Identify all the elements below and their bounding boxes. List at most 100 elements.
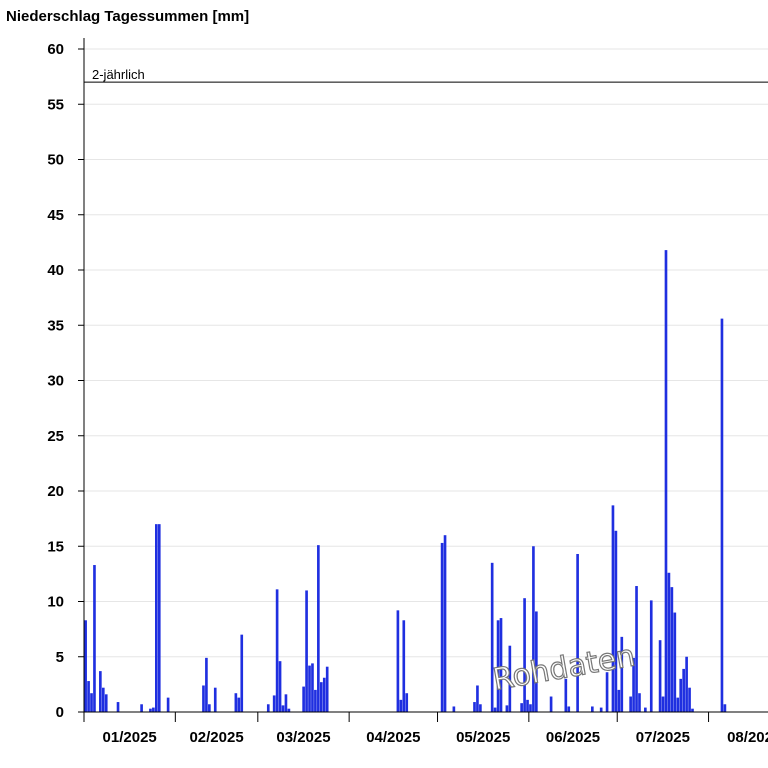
bar <box>723 704 727 712</box>
bar <box>287 708 291 712</box>
bar <box>166 697 170 712</box>
bar <box>685 656 688 712</box>
x-tick-label: 01/2025 <box>103 729 157 746</box>
bar <box>490 562 494 712</box>
bar <box>84 620 87 712</box>
bar <box>149 708 152 712</box>
reference-line-group: 2-jährlich <box>84 67 768 83</box>
y-tick-label: 30 <box>47 373 64 390</box>
bar <box>116 702 120 712</box>
bar <box>673 612 677 712</box>
bar <box>202 685 205 712</box>
bar <box>213 687 217 712</box>
bar <box>237 697 241 712</box>
x-tick-label: 06/2025 <box>546 729 600 746</box>
bar <box>549 696 553 712</box>
bar <box>535 611 538 712</box>
x-tick-label: 03/2025 <box>276 729 330 746</box>
y-tick-label: 60 <box>47 41 64 58</box>
bars <box>84 250 727 713</box>
bar <box>496 620 500 712</box>
bar <box>529 704 532 712</box>
bar <box>617 689 621 712</box>
bar <box>676 697 680 712</box>
bar <box>402 620 406 712</box>
x-tick-label: 08/2025 <box>727 729 768 746</box>
bar <box>305 590 308 712</box>
bar <box>679 678 683 712</box>
bar <box>278 661 282 712</box>
bar <box>691 708 694 712</box>
bar <box>240 634 244 712</box>
bar <box>564 678 568 712</box>
y-tick-label: 50 <box>47 152 64 169</box>
x-tick-label: 04/2025 <box>366 729 420 746</box>
chart-title: Niederschlag Tagessummen [mm] <box>6 8 250 25</box>
bar <box>720 318 724 712</box>
x-tick-label: 07/2025 <box>636 729 690 746</box>
bar <box>284 694 288 712</box>
y-tick-label: 10 <box>47 594 64 611</box>
bar <box>629 696 632 712</box>
x-tick-label: 02/2025 <box>189 729 243 746</box>
bar <box>396 610 400 712</box>
bar <box>311 663 314 712</box>
bar <box>688 687 691 712</box>
bar <box>440 542 444 712</box>
x-tick-label: 05/2025 <box>456 729 510 746</box>
bar <box>620 636 624 712</box>
bar <box>208 704 211 712</box>
y-tick-label: 40 <box>47 262 64 279</box>
bar <box>443 535 447 712</box>
bar <box>317 545 320 712</box>
y-tick-label: 5 <box>56 649 64 666</box>
bar <box>532 546 535 712</box>
bar <box>599 707 603 712</box>
bar <box>325 666 329 712</box>
gridlines <box>84 48 768 658</box>
bar <box>505 705 509 712</box>
bar <box>281 705 285 712</box>
bar <box>405 693 409 712</box>
bar <box>661 696 665 712</box>
bar <box>670 587 674 712</box>
bar <box>658 640 662 712</box>
bar <box>638 693 641 712</box>
bar <box>234 693 238 712</box>
bar <box>520 703 523 712</box>
bar <box>591 706 594 712</box>
bar <box>476 685 479 712</box>
bar <box>614 530 618 712</box>
y-tick-label: 45 <box>47 207 64 224</box>
bar <box>682 668 685 712</box>
bar <box>104 694 108 712</box>
y-tick-label: 15 <box>47 538 64 555</box>
bar <box>508 645 512 712</box>
y-tick-label: 55 <box>47 96 64 113</box>
bar <box>322 677 326 712</box>
bar <box>308 665 311 712</box>
bar <box>99 671 102 712</box>
reference-line-label: 2-jährlich <box>92 67 145 82</box>
bar <box>155 524 158 712</box>
bar <box>526 699 529 712</box>
bar <box>266 704 270 712</box>
bar <box>205 657 208 712</box>
y-tick-label: 35 <box>47 317 64 334</box>
y-tick-label: 20 <box>47 483 64 500</box>
bar <box>523 598 526 712</box>
bar <box>667 572 671 712</box>
bar <box>635 586 638 712</box>
bar <box>632 657 635 712</box>
bar <box>93 565 96 712</box>
bar <box>664 250 668 713</box>
bar <box>152 707 155 712</box>
bar <box>452 706 456 712</box>
bar <box>319 682 323 712</box>
bar <box>644 707 647 712</box>
bar <box>499 618 503 712</box>
bar <box>314 689 317 712</box>
y-tick-label: 25 <box>47 428 64 445</box>
x-axis-ticks: 01/2025 02/2025 03/2025 04/2025 05/2025 06/20… <box>83 712 768 746</box>
